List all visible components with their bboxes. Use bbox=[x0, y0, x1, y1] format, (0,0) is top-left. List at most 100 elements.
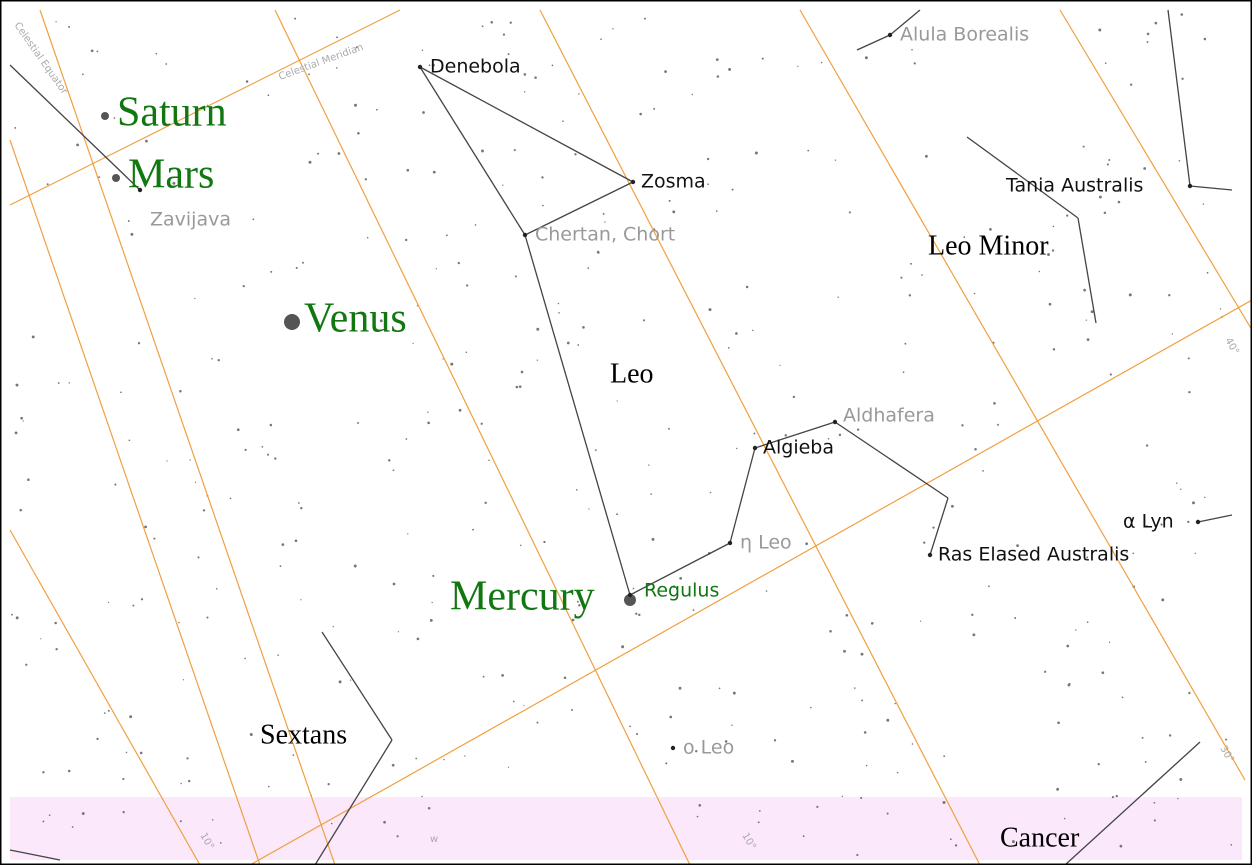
background-star bbox=[427, 411, 429, 413]
background-star bbox=[557, 302, 560, 305]
background-star bbox=[507, 766, 510, 768]
background-star bbox=[578, 93, 580, 95]
background-star bbox=[353, 564, 357, 568]
background-star bbox=[140, 598, 144, 601]
background-star bbox=[856, 853, 859, 857]
background-star bbox=[541, 176, 544, 179]
background-star bbox=[707, 183, 710, 186]
background-star bbox=[665, 762, 668, 765]
background-star bbox=[900, 276, 903, 279]
background-star bbox=[335, 67, 338, 69]
background-star bbox=[863, 731, 867, 734]
background-star bbox=[1178, 159, 1181, 162]
background-star bbox=[22, 420, 24, 422]
background-star bbox=[1016, 544, 1019, 548]
background-star bbox=[466, 284, 469, 287]
background-star bbox=[870, 622, 874, 625]
constellation-line bbox=[1077, 217, 1097, 324]
background-star bbox=[1129, 83, 1133, 86]
background-star bbox=[731, 188, 734, 191]
background-star bbox=[1097, 763, 1100, 766]
planet-marker bbox=[101, 112, 109, 120]
background-star bbox=[405, 238, 408, 242]
background-star bbox=[294, 17, 297, 20]
background-star bbox=[576, 600, 579, 603]
background-star bbox=[317, 152, 320, 155]
background-star bbox=[481, 25, 484, 28]
background-star bbox=[1048, 302, 1052, 306]
star-marker bbox=[522, 232, 528, 238]
background-star bbox=[636, 732, 639, 736]
background-star bbox=[536, 327, 540, 331]
background-star bbox=[1063, 817, 1066, 820]
background-star bbox=[612, 28, 614, 30]
background-star bbox=[1188, 390, 1191, 394]
background-star bbox=[1052, 348, 1056, 351]
background-star bbox=[98, 176, 101, 179]
background-star bbox=[1066, 644, 1070, 648]
background-star bbox=[1179, 778, 1183, 781]
constellation-label: Sextans bbox=[260, 719, 347, 750]
constellation-line bbox=[524, 181, 634, 236]
background-star bbox=[392, 469, 395, 472]
background-star bbox=[1206, 271, 1209, 274]
constellation-line bbox=[1189, 185, 1233, 191]
background-star bbox=[575, 489, 578, 491]
background-star bbox=[509, 21, 512, 24]
background-star bbox=[515, 385, 519, 389]
background-star bbox=[672, 585, 676, 588]
background-star bbox=[810, 706, 812, 709]
background-star bbox=[886, 718, 890, 722]
background-star bbox=[1038, 270, 1041, 273]
background-star bbox=[894, 702, 896, 705]
background-star bbox=[913, 62, 916, 65]
background-star bbox=[186, 757, 189, 760]
background-star bbox=[765, 590, 768, 592]
background-star bbox=[570, 709, 573, 711]
constellation-line bbox=[1167, 9, 1191, 187]
background-star bbox=[435, 268, 437, 270]
background-star bbox=[523, 73, 527, 76]
background-star bbox=[206, 616, 209, 619]
background-star bbox=[1219, 308, 1222, 310]
background-star bbox=[1115, 794, 1118, 798]
star-marker bbox=[832, 419, 838, 425]
background-star bbox=[837, 296, 839, 299]
background-star bbox=[974, 447, 977, 451]
star-marker bbox=[670, 745, 676, 751]
background-star bbox=[1187, 357, 1190, 360]
background-star bbox=[300, 599, 302, 601]
background-star bbox=[950, 504, 954, 508]
background-star bbox=[1153, 819, 1156, 822]
background-star bbox=[267, 453, 270, 456]
planet-marker bbox=[284, 314, 300, 330]
star-marker bbox=[630, 179, 636, 185]
constellation-lines bbox=[9, 9, 1233, 865]
background-star bbox=[269, 423, 273, 427]
background-star bbox=[678, 686, 682, 690]
grid-line bbox=[9, 139, 261, 865]
background-star bbox=[961, 424, 964, 427]
background-star bbox=[1075, 629, 1077, 631]
background-star bbox=[865, 764, 868, 767]
constellation-label: Leo Minor bbox=[928, 230, 1049, 261]
background-star bbox=[1011, 840, 1015, 844]
background-star bbox=[300, 507, 303, 510]
background-star bbox=[638, 613, 641, 617]
background-star bbox=[672, 210, 676, 214]
background-star bbox=[480, 422, 483, 425]
background-star bbox=[428, 64, 431, 67]
grid-line bbox=[249, 299, 1252, 865]
background-star bbox=[337, 152, 341, 155]
background-star bbox=[643, 17, 646, 20]
star-label: η Leo bbox=[740, 532, 792, 554]
background-star bbox=[735, 332, 738, 335]
background-star bbox=[845, 613, 849, 617]
background-star bbox=[724, 740, 728, 743]
background-star bbox=[1168, 294, 1171, 297]
background-star bbox=[921, 274, 923, 276]
background-star bbox=[1180, 488, 1182, 490]
background-star bbox=[949, 838, 952, 841]
background-star bbox=[594, 449, 597, 452]
background-star bbox=[1192, 501, 1195, 505]
